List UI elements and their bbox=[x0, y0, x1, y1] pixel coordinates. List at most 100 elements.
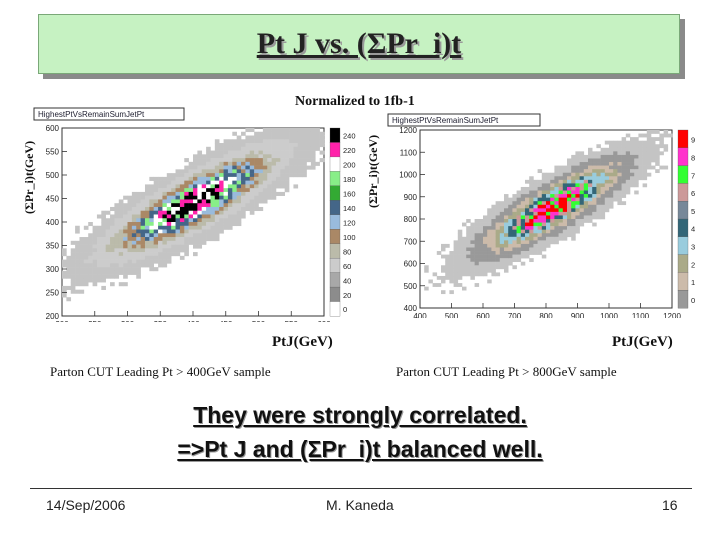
heatmap-cell bbox=[149, 214, 154, 219]
heatmap-cell bbox=[101, 244, 106, 249]
heatmap-cell bbox=[592, 183, 597, 188]
heatmap-cell bbox=[583, 197, 589, 202]
heatmap-cell bbox=[245, 154, 251, 159]
heatmap-cell bbox=[596, 215, 601, 220]
heatmap-cell bbox=[236, 206, 242, 212]
heatmap-cell bbox=[457, 251, 463, 255]
heatmap-cell bbox=[588, 215, 593, 220]
heatmap-cell bbox=[193, 240, 198, 245]
heatmap-cell bbox=[495, 261, 501, 266]
heatmap-cell bbox=[275, 180, 281, 185]
heatmap-cell bbox=[280, 128, 285, 133]
heatmap-cell bbox=[541, 179, 547, 184]
heatmap-cell bbox=[144, 218, 150, 223]
heatmap-cell bbox=[495, 201, 501, 206]
heatmap-cell bbox=[232, 195, 237, 200]
heatmap-cell bbox=[284, 146, 290, 151]
heatmap-cell bbox=[571, 179, 576, 184]
heatmap-cell bbox=[579, 151, 585, 156]
heatmap-cell bbox=[197, 210, 203, 215]
heatmap-cell bbox=[144, 199, 150, 204]
heatmap-cell bbox=[504, 229, 509, 234]
palette-swatch bbox=[677, 129, 689, 149]
heatmap-cell bbox=[567, 219, 572, 223]
heatmap-cell bbox=[179, 255, 185, 260]
heatmap-cell bbox=[495, 204, 501, 209]
heatmap-cell bbox=[166, 188, 172, 193]
heatmap-cell bbox=[621, 194, 627, 198]
heatmap-cell bbox=[315, 139, 320, 144]
heatmap-cell bbox=[550, 240, 555, 245]
heatmap-cell bbox=[642, 147, 648, 152]
heatmap-cell bbox=[136, 195, 141, 200]
heatmap-cell bbox=[153, 203, 159, 208]
heatmap-cell bbox=[262, 195, 268, 200]
heatmap-cell bbox=[516, 222, 522, 227]
heatmap-cell bbox=[541, 194, 547, 198]
palette-swatch bbox=[677, 236, 689, 255]
heatmap-cell bbox=[123, 222, 128, 227]
heatmap-cell bbox=[478, 229, 484, 234]
heatmap-cell bbox=[495, 236, 501, 241]
heatmap-cell bbox=[592, 154, 597, 159]
heatmap-cell bbox=[166, 218, 172, 223]
heatmap-cell bbox=[508, 226, 513, 230]
heatmap-cell bbox=[249, 180, 255, 185]
heatmap-cell bbox=[546, 243, 551, 248]
heatmap-cell bbox=[249, 169, 255, 174]
heatmap-cell bbox=[88, 274, 93, 279]
heatmap-cell bbox=[302, 165, 307, 170]
heatmap-cell bbox=[258, 195, 264, 200]
heatmap-cell bbox=[529, 208, 534, 213]
heatmap-cell bbox=[123, 252, 128, 257]
heatmap-cell bbox=[114, 240, 120, 245]
heatmap-cell bbox=[105, 229, 111, 234]
heatmap-cell bbox=[495, 251, 501, 255]
palette-swatch bbox=[677, 218, 689, 238]
heatmap-cell bbox=[83, 225, 89, 230]
heatmap-cell bbox=[617, 165, 622, 170]
heatmap-cell bbox=[499, 219, 505, 223]
heatmap-cell bbox=[214, 165, 220, 170]
heatmap-cell bbox=[254, 150, 259, 155]
heatmap-cell bbox=[537, 233, 543, 238]
heatmap-cell bbox=[306, 146, 312, 151]
heatmap-cell bbox=[592, 151, 597, 156]
heatmap-cell bbox=[241, 203, 246, 208]
heatmap-cell bbox=[529, 183, 534, 188]
heatmap-cell bbox=[162, 240, 168, 245]
heatmap-cell bbox=[114, 274, 120, 279]
heatmap-cell bbox=[613, 154, 618, 159]
heatmap-cell bbox=[136, 222, 141, 227]
heatmap-cell bbox=[609, 186, 614, 191]
heatmap-cell bbox=[201, 203, 207, 208]
heatmap-cell bbox=[79, 267, 85, 272]
heatmap-cell bbox=[575, 172, 580, 177]
y-tick-label: 600 bbox=[46, 124, 60, 133]
heatmap-cell bbox=[236, 158, 242, 163]
heatmap-cell bbox=[166, 240, 172, 245]
heatmap-cell bbox=[512, 233, 517, 238]
heatmap-cell bbox=[541, 190, 547, 195]
heatmap-cell bbox=[546, 222, 551, 227]
heatmap-cell bbox=[171, 184, 176, 189]
heatmap-cell bbox=[188, 225, 194, 230]
heatmap-cell bbox=[625, 162, 631, 166]
palette-label: 9 bbox=[691, 136, 695, 145]
heatmap-cell bbox=[105, 259, 111, 264]
heatmap-cell bbox=[223, 158, 229, 163]
heatmap-cell bbox=[638, 147, 643, 152]
heatmap-cell bbox=[596, 158, 601, 163]
heatmap-cell bbox=[249, 195, 255, 200]
heatmap-cell bbox=[75, 270, 80, 275]
heatmap-cell bbox=[75, 244, 80, 249]
heatmap-cell bbox=[70, 252, 76, 257]
heatmap-cell bbox=[541, 172, 547, 177]
heatmap-cell bbox=[491, 251, 496, 255]
heatmap-cell bbox=[175, 203, 181, 208]
heatmap-cell bbox=[105, 244, 111, 249]
heatmap-cell bbox=[214, 195, 220, 200]
histogram-title: HighestPtVsRemainSumJetPt bbox=[392, 116, 499, 125]
heatmap-cell bbox=[588, 172, 593, 177]
